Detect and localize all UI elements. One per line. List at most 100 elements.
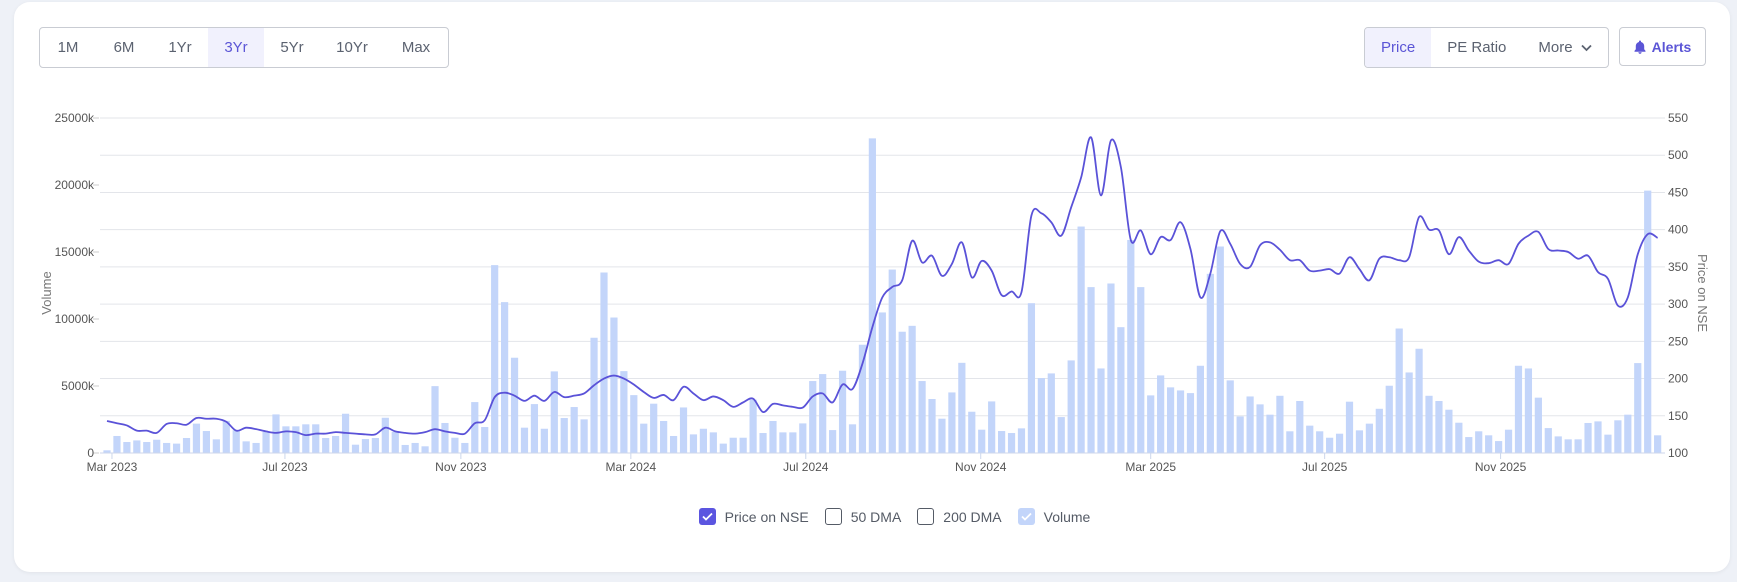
volume-bar <box>431 386 439 453</box>
volume-bar <box>143 442 151 453</box>
volume-bar <box>1564 439 1572 453</box>
x-tick-label: Nov 2025 <box>1475 460 1527 474</box>
volume-bar <box>133 440 141 453</box>
volume-bar <box>858 344 867 453</box>
volume-bar <box>1475 431 1483 453</box>
volume-bar <box>998 431 1006 453</box>
legend-price-toggle[interactable]: Price on NSE <box>698 508 809 525</box>
range-tab-3yr[interactable]: 3Yr <box>208 28 264 67</box>
volume-bar <box>1534 397 1542 453</box>
volume-bar <box>361 439 370 453</box>
volume-bar <box>789 432 797 453</box>
metric-tab-price[interactable]: Price <box>1365 28 1432 67</box>
volume-bar <box>739 437 747 453</box>
volume-bar <box>918 381 926 453</box>
volume-bar <box>1306 425 1314 453</box>
volume-bar <box>1087 287 1095 453</box>
y-right-tick-label: 350 <box>1668 260 1688 274</box>
volume-bar <box>302 424 310 453</box>
legend-50dma-toggle[interactable]: 50 DMA <box>824 508 902 525</box>
volume-bar <box>1166 387 1175 453</box>
volume-bar <box>729 437 737 453</box>
volume-bar <box>1196 365 1204 453</box>
checkbox-unchecked-icon[interactable] <box>824 508 842 525</box>
checkbox-checked-icon[interactable] <box>698 508 716 525</box>
volume-bar <box>371 437 379 453</box>
checkbox-unchecked-icon[interactable] <box>917 508 935 525</box>
volume-bar <box>540 428 548 453</box>
checkbox-checked-icon[interactable] <box>1017 508 1035 525</box>
volume-bar <box>451 437 459 453</box>
range-tab-1yr[interactable]: 1Yr <box>168 39 192 56</box>
volume-bar <box>481 427 489 453</box>
volume-bar <box>1137 287 1145 453</box>
alerts-button[interactable]: Alerts <box>1619 27 1706 66</box>
volume-bar <box>1216 246 1224 453</box>
volume-bar <box>1465 437 1473 453</box>
volume-bar <box>262 431 270 453</box>
volume-bar <box>222 420 230 453</box>
volume-bar <box>1316 431 1324 453</box>
metric-tab-pe-ratio[interactable]: PE Ratio <box>1447 39 1507 56</box>
volume-bar <box>1157 375 1165 453</box>
volume-bar <box>322 437 330 453</box>
y-right-tick-label: 550 <box>1668 111 1688 125</box>
legend-200dma-label: 200 DMA <box>943 508 1002 525</box>
volume-bar <box>679 407 688 453</box>
volume-bar <box>1435 401 1443 453</box>
legend-volume-toggle[interactable]: Volume <box>1017 508 1090 525</box>
volume-bar <box>1634 363 1642 453</box>
volume-bar <box>332 435 340 453</box>
price-volume-chart: 100 150 200 250 300 350 400 450 500 550 0 5000k 1000… <box>39 111 1710 474</box>
volume-bar <box>1495 441 1503 453</box>
volume-bar <box>1256 404 1264 453</box>
y-right-tick-label: 200 <box>1668 372 1688 386</box>
volume-bar <box>888 269 896 453</box>
volume-bar <box>968 411 976 453</box>
volume-bar <box>411 442 419 453</box>
volume-bar <box>1405 372 1413 453</box>
volume-bar <box>1345 401 1354 453</box>
volume-bar <box>1027 303 1036 453</box>
volume-bar <box>1614 420 1622 453</box>
volume-bar <box>838 370 847 453</box>
y-right-tick-label: 450 <box>1668 185 1688 199</box>
volume-bar <box>1037 378 1045 453</box>
volume-bar <box>819 374 827 453</box>
volume-bar <box>461 442 469 453</box>
volume-bar <box>1117 327 1125 453</box>
volume-bar <box>1077 226 1085 453</box>
volume-bar <box>103 450 111 453</box>
volume-bar <box>1047 373 1055 453</box>
volume-bar <box>958 362 966 453</box>
volume-bar <box>938 418 946 453</box>
range-tab-10yr[interactable]: 10Yr <box>336 39 368 56</box>
range-tab-6m[interactable]: 6M <box>113 39 135 56</box>
volume-bar <box>928 398 936 453</box>
volume-bar <box>1445 409 1453 453</box>
y-left-tick-label: 0 <box>87 446 94 460</box>
range-tab-1m[interactable]: 1M <box>57 39 79 56</box>
range-tab-5yr[interactable]: 5Yr <box>280 39 304 56</box>
volume-bar <box>501 302 509 453</box>
legend-50dma-label: 50 DMA <box>850 508 902 525</box>
volume-bar <box>1644 190 1652 454</box>
metric-more-dropdown[interactable]: More <box>1522 28 1607 67</box>
volume-bar <box>769 420 777 453</box>
volume-bar <box>590 337 598 453</box>
volume-bar <box>471 402 479 453</box>
volume-bar <box>610 317 618 453</box>
legend-price-label: Price on NSE <box>724 508 809 525</box>
y-axis-left-title: Volume <box>39 271 54 314</box>
volume-bar <box>1335 433 1344 453</box>
volume-bar <box>491 265 499 453</box>
y-right-tick-label: 150 <box>1668 409 1688 423</box>
volume-bar <box>153 439 161 453</box>
x-tick-label: Mar 2025 <box>1125 460 1176 474</box>
range-tab-max[interactable]: Max <box>401 39 431 56</box>
volume-bar <box>1385 385 1393 453</box>
volume-bar <box>1186 393 1195 453</box>
volume-bar <box>172 443 181 453</box>
y-left-tick-label: 20000k <box>55 178 95 192</box>
legend-200dma-toggle[interactable]: 200 DMA <box>917 508 1002 525</box>
